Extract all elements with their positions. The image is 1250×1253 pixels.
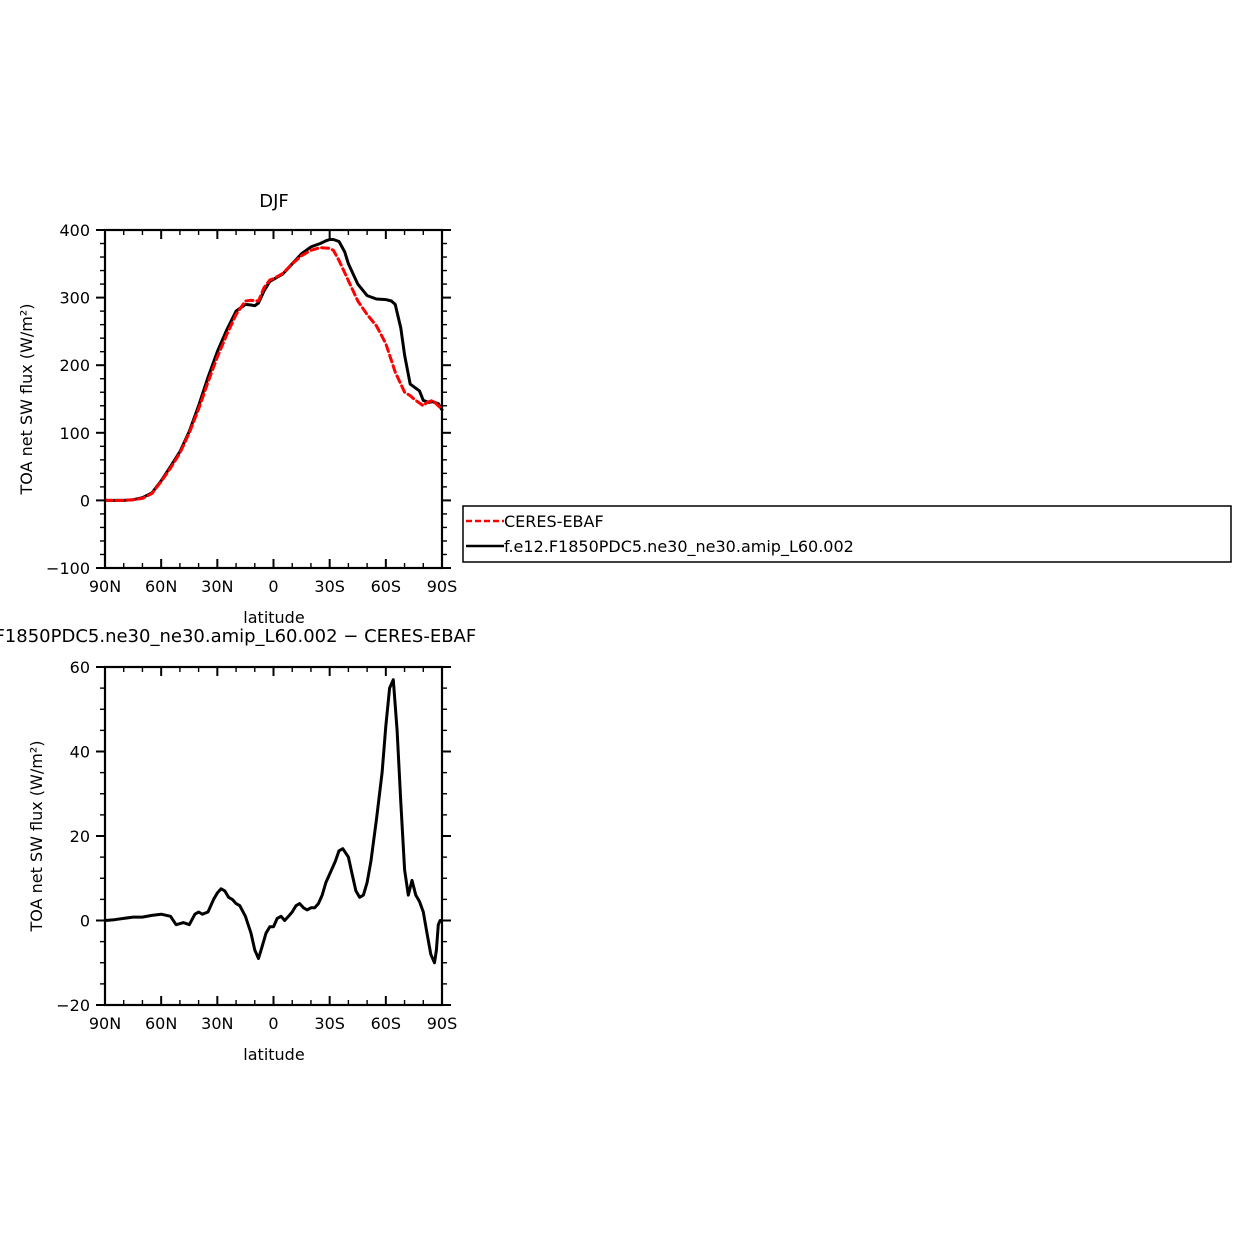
y-tick-label: 40 xyxy=(70,743,90,762)
x-axis-title: latitude xyxy=(243,608,304,627)
x-tick-label: 60N xyxy=(145,1014,177,1033)
y-axis-title: TOA net SW flux (W/m²) xyxy=(17,304,36,496)
x-tick-label: 90N xyxy=(89,1014,121,1033)
y-tick-label: 20 xyxy=(70,827,90,846)
x-tick-label: 90S xyxy=(427,1014,458,1033)
y-tick-label: 400 xyxy=(59,221,90,240)
y-tick-label: 200 xyxy=(59,356,90,375)
x-tick-label: 30N xyxy=(201,1014,233,1033)
y-tick-label: −20 xyxy=(56,996,90,1015)
x-tick-label: 90N xyxy=(89,577,121,596)
chart-title: f.e12.F1850PDC5.ne30_ne30.amip_L60.002 −… xyxy=(0,626,476,647)
legend-box xyxy=(462,505,1232,563)
panel-top-axes: 90N 60N 30N 0 30S 60S 90S −100 0 100 200 300 400 xyxy=(46,221,457,596)
y-tick-label: 300 xyxy=(59,289,90,308)
x-tick-label: 30S xyxy=(314,1014,345,1033)
y-tick-label: 60 xyxy=(70,658,90,677)
legend: CERES-EBAF f.e12.F1850PDC5.ne30_ne30.ami… xyxy=(462,505,1232,563)
series-line-model xyxy=(103,678,444,965)
panel-bottom-series xyxy=(103,678,444,965)
panel-top: DJF 90N 60N 30N 0 30S 60S 90S −100 0 100 200 300 400… xyxy=(17,191,1232,627)
panel-top-series xyxy=(103,238,444,502)
x-tick-label: 60S xyxy=(371,1014,402,1033)
x-tick-label: 60N xyxy=(145,577,177,596)
legend-label-model: f.e12.F1850PDC5.ne30_ne30.amip_L60.002 xyxy=(504,537,854,557)
x-tick-label: 30N xyxy=(201,577,233,596)
x-tick-label: 90S xyxy=(427,577,458,596)
y-tick-label: −100 xyxy=(46,559,90,578)
plot-frame xyxy=(103,665,444,1007)
plot-frame xyxy=(103,228,444,570)
legend-label-ceres: CERES-EBAF xyxy=(504,512,604,531)
x-axis-title: latitude xyxy=(243,1045,304,1064)
x-tick-label: 0 xyxy=(268,1014,278,1033)
x-tick-label: 30S xyxy=(314,577,345,596)
y-tick-label: 0 xyxy=(80,491,90,510)
chart-title: DJF xyxy=(259,191,289,212)
x-tick-label: 60S xyxy=(371,577,402,596)
x-tick-label: 0 xyxy=(268,577,278,596)
panel-bottom: f.e12.F1850PDC5.ne30_ne30.amip_L60.002 −… xyxy=(0,626,476,1064)
y-tick-label: 100 xyxy=(59,424,90,443)
y-tick-label: 0 xyxy=(80,912,90,931)
series-line-ceres xyxy=(103,246,444,502)
y-axis-title: TOA net SW flux (W/m²) xyxy=(27,741,46,933)
